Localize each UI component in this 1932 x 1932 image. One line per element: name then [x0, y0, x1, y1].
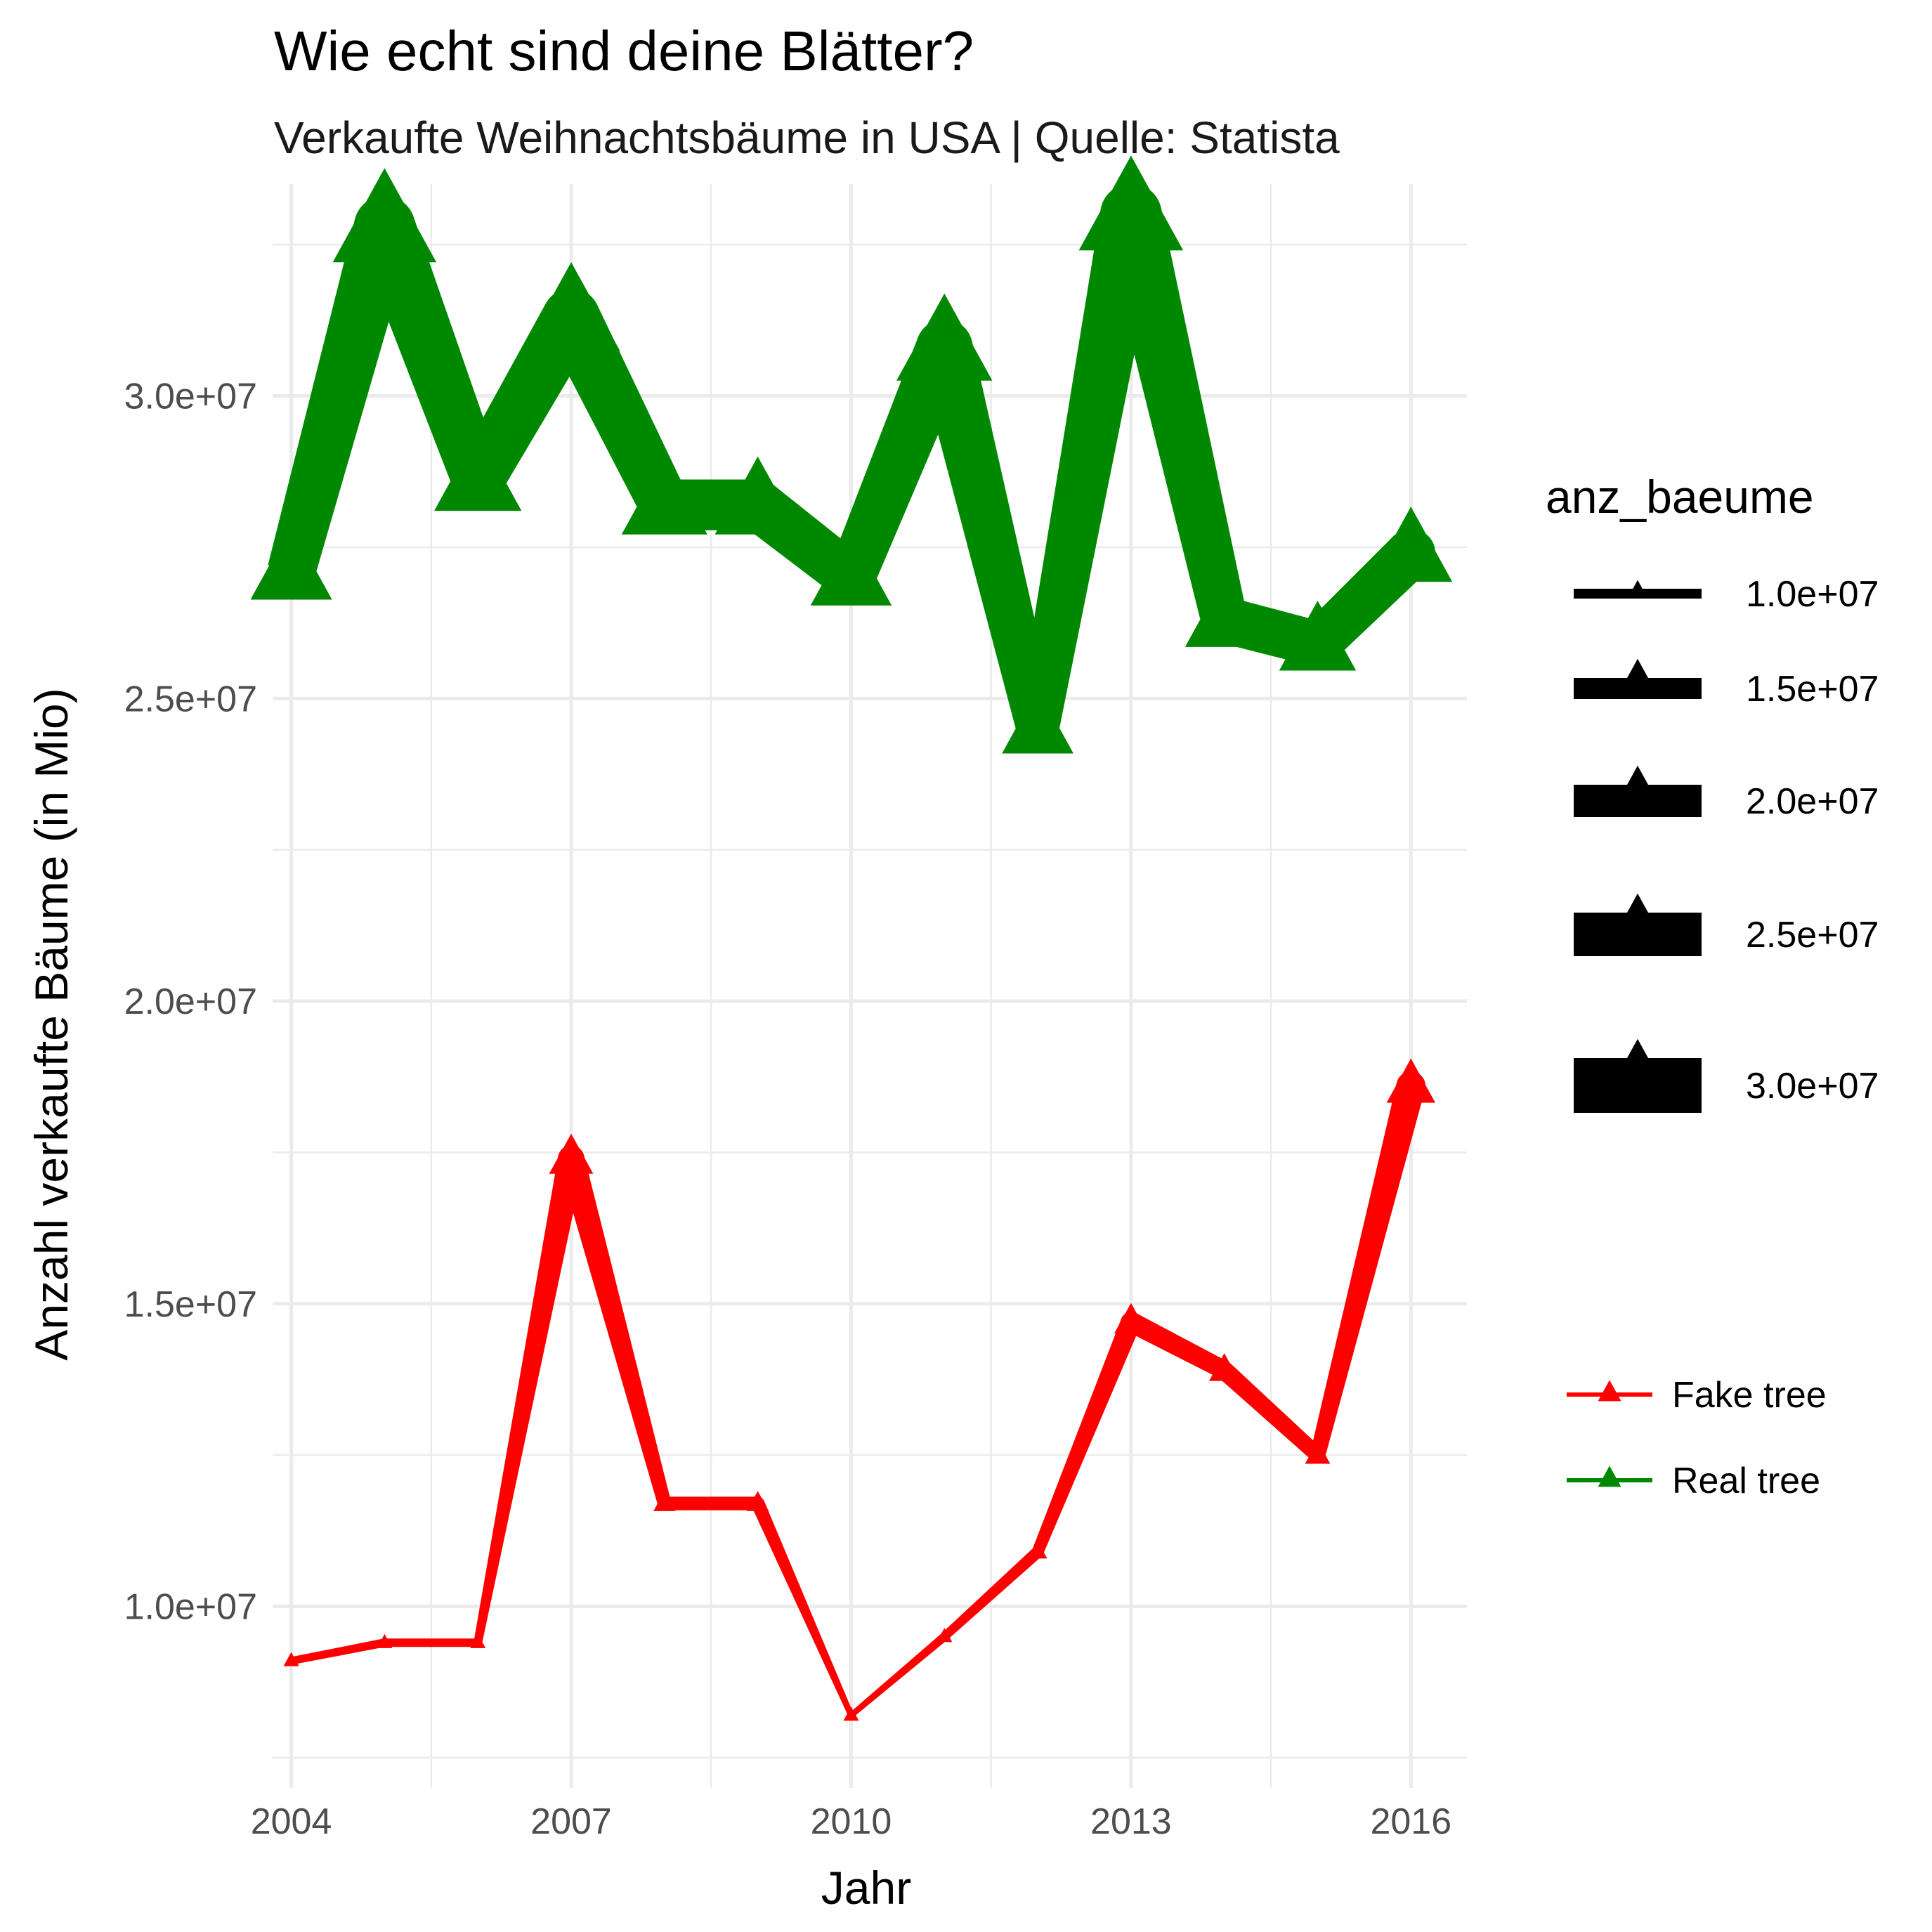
x-tick-label: 2004	[251, 1801, 332, 1842]
series-layer	[250, 155, 1453, 1721]
x-tick-label: 2016	[1370, 1801, 1451, 1842]
line-segment-real-tree	[917, 341, 1059, 734]
line-segment-fake-tree	[474, 1156, 585, 1644]
size-legend-label: 2.0e+07	[1746, 781, 1879, 822]
data-point-real-tree	[896, 293, 993, 381]
line-segment-real-tree	[268, 218, 415, 578]
data-point-real-tree	[1002, 688, 1073, 754]
data-point-fake-tree	[746, 1491, 769, 1511]
data-point-fake-tree	[470, 1633, 486, 1648]
size-legend-key-triangle-icon	[1620, 893, 1655, 925]
data-point-real-tree	[1184, 575, 1264, 647]
line-segment-fake-tree	[849, 1633, 948, 1718]
y-tick-label: 2.0e+07	[124, 981, 257, 1022]
data-point-fake-tree	[1114, 1303, 1148, 1334]
data-point-fake-tree	[283, 1652, 299, 1666]
line-segment-real-tree	[545, 304, 688, 516]
size-legend-key-triangle-icon	[1620, 658, 1655, 690]
data-point-fake-tree	[1208, 1353, 1240, 1381]
y-axis-title: Anzahl verkaufte Bäume (in Mio)	[25, 688, 77, 1360]
data-point-real-tree	[522, 262, 620, 351]
size-legend-key-triangle-icon	[1620, 1038, 1655, 1070]
line-segment-fake-tree	[1310, 1082, 1425, 1457]
line-segment-fake-tree	[290, 1638, 386, 1665]
y-tick-label: 1.0e+07	[124, 1587, 257, 1628]
data-point-fake-tree	[653, 1491, 676, 1511]
size-legend-title: anz_baeume	[1546, 471, 1814, 523]
data-point-real-tree	[1369, 507, 1453, 582]
data-point-fake-tree	[549, 1133, 594, 1174]
data-point-real-tree	[434, 431, 522, 511]
size-legend-label: 2.5e+07	[1746, 915, 1879, 955]
y-tick-label: 3.0e+07	[124, 377, 257, 417]
line-segment-real-tree	[1017, 209, 1161, 733]
y-axis-ticks: 1.0e+07 1.5e+07 2.0e+07 2.5e+07 3.0e+07	[124, 377, 257, 1628]
line-segment-fake-tree	[751, 1501, 854, 1717]
size-legend-key-triangle-icon	[1620, 765, 1655, 797]
line-segment-real-tree	[355, 216, 502, 490]
line-segment-fake-tree	[558, 1155, 672, 1506]
data-point-fake-tree	[1386, 1058, 1435, 1103]
y-tick-label: 1.5e+07	[124, 1284, 257, 1325]
data-point-real-tree	[810, 531, 892, 606]
data-point-fake-tree	[936, 1628, 953, 1643]
series-fake-tree	[283, 1058, 1435, 1721]
line-segment-fake-tree	[664, 1496, 758, 1510]
data-point-fake-tree	[377, 1633, 393, 1648]
line-segment-fake-tree	[1032, 1318, 1141, 1555]
size-legend-key-triangle-icon	[1630, 580, 1645, 594]
data-point-real-tree	[332, 168, 437, 263]
data-point-fake-tree	[843, 1706, 859, 1721]
series-real-tree	[250, 155, 1453, 754]
data-point-real-tree	[621, 456, 707, 535]
size-legend-label: 1.0e+07	[1746, 574, 1879, 615]
data-point-fake-tree	[1305, 1441, 1331, 1464]
y-tick-label: 2.5e+07	[124, 679, 257, 719]
x-axis-ticks: 2004 2007 2010 2013 2016	[251, 1801, 1451, 1842]
data-point-real-tree	[714, 456, 801, 535]
data-point-fake-tree	[1028, 1541, 1047, 1559]
color-legend-label: Real tree	[1672, 1461, 1820, 1501]
size-legend-label: 3.0e+07	[1746, 1066, 1879, 1107]
line-segment-real-tree	[1101, 207, 1247, 625]
size-legend: 1.0e+07 1.5e+07 2.0e+07 2.5e+07 3.0e+07	[1574, 574, 1879, 1113]
color-legend-key-triangle-icon	[1598, 1466, 1621, 1487]
data-point-real-tree	[250, 525, 332, 600]
chart-title: Wie echt sind deine Blätter?	[274, 20, 974, 82]
line-segment-fake-tree	[941, 1547, 1042, 1640]
x-tick-label: 2007	[530, 1801, 612, 1842]
chart-subtitle: Verkaufte Weihnachtsbäume in USA | Quell…	[274, 112, 1340, 163]
x-tick-label: 2013	[1090, 1801, 1172, 1842]
data-point-real-tree	[1279, 601, 1357, 671]
x-axis-title: Jahr	[821, 1862, 911, 1914]
x-tick-label: 2010	[811, 1801, 892, 1842]
line-segment-fake-tree	[1218, 1363, 1323, 1461]
color-legend-label: Fake tree	[1672, 1375, 1827, 1416]
line-segment-fake-tree	[1126, 1312, 1229, 1379]
color-legend: Fake tree Real tree	[1567, 1375, 1827, 1501]
line-segment-fake-tree	[384, 1638, 478, 1647]
size-legend-label: 1.5e+07	[1746, 669, 1879, 710]
color-legend-key-triangle-icon	[1598, 1380, 1621, 1402]
data-point-real-tree	[1078, 155, 1184, 251]
